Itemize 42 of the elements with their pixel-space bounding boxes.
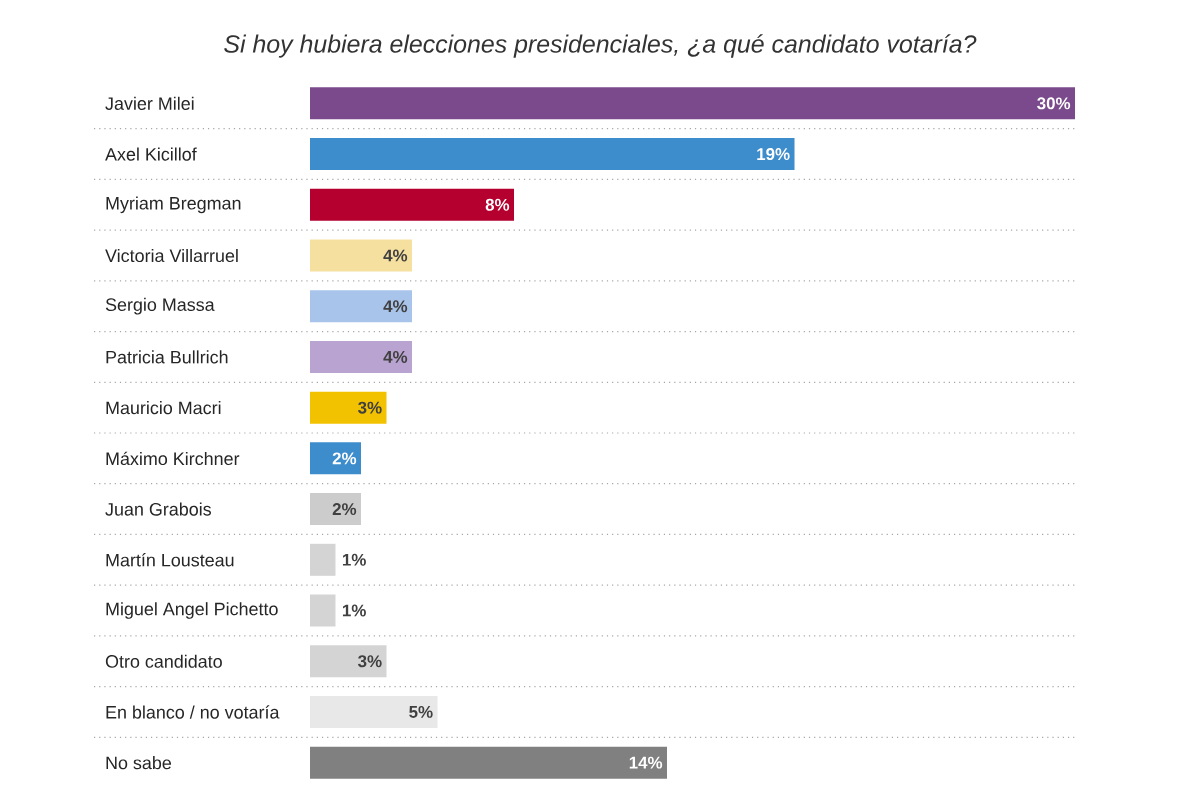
y-tick-label: En blanco / no votaría — [106, 705, 280, 719]
y-tick-label: Victoria Villarruel — [105, 248, 238, 263]
y-tick-label: Martín Lousteau — [106, 553, 234, 567]
data-label: 1% — [342, 604, 366, 617]
bar — [310, 87, 1076, 120]
y-tick-label: Myriam Bregman — [106, 196, 241, 214]
data-label: 30% — [1037, 97, 1071, 110]
y-tick-label: Otro candidato — [105, 654, 222, 668]
bar — [310, 442, 361, 475]
y-tick-label: Javier Milei — [105, 96, 194, 110]
bar — [310, 746, 667, 779]
bar — [310, 594, 336, 627]
data-label: 5% — [409, 705, 433, 718]
data-label: 1% — [342, 553, 366, 566]
data-label: 4% — [383, 300, 408, 313]
bar — [310, 391, 387, 424]
chart-title: Si hoy hubiera elecciones presidenciales, ¿a qué candidato votaría? — [224, 34, 977, 58]
data-label: 4% — [383, 249, 408, 262]
y-tick-label: Miguel Angel Pichetto — [106, 602, 278, 619]
bar — [310, 543, 336, 576]
bar — [310, 340, 412, 373]
y-tick-label: Juan Grabois — [105, 502, 212, 516]
y-tick-label: Máximo Kirchner — [106, 451, 240, 466]
y-tick-label: Patricia Bullrich — [106, 350, 228, 364]
bar — [310, 493, 361, 526]
y-tick-label: Sergio Massa — [105, 297, 215, 315]
y-tick-label: No sabe — [106, 756, 172, 770]
data-label: 3% — [358, 401, 382, 414]
data-label: 3% — [358, 655, 382, 668]
bar — [310, 290, 412, 323]
bar — [310, 188, 514, 221]
y-tick-label: Axel Kicillof — [105, 147, 197, 161]
data-label: 8% — [485, 198, 510, 211]
data-label: 14% — [629, 756, 663, 769]
data-label: 19% — [757, 148, 790, 161]
data-label: 2% — [332, 503, 357, 516]
bar — [310, 239, 412, 272]
bar — [310, 138, 795, 171]
data-label: 4% — [383, 350, 408, 363]
y-tick-label: Mauricio Macri — [106, 401, 221, 415]
data-label: 2% — [332, 452, 357, 465]
bar — [310, 645, 387, 678]
